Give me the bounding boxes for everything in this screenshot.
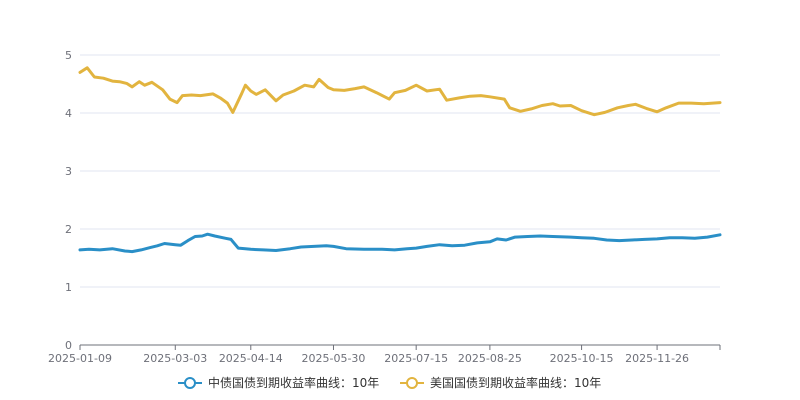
y-tick-label: 3 bbox=[65, 165, 72, 178]
legend: 中债国债到期收益率曲线：10年 美国国债到期收益率曲线：10年 bbox=[178, 375, 601, 390]
series-line-1 bbox=[78, 232, 722, 254]
grid-lines bbox=[80, 54, 720, 288]
x-tick-label: 2025-04-14 bbox=[219, 352, 283, 365]
legend-label-2[interactable]: 美国国债到期收益率曲线：10年 bbox=[430, 375, 601, 390]
x-tick-label: 2025-07-15 bbox=[384, 352, 448, 365]
y-tick-label: 1 bbox=[65, 281, 72, 294]
y-tick-label: 4 bbox=[65, 107, 72, 120]
x-tick-label: 2025-10-15 bbox=[550, 352, 614, 365]
legend-marker-1[interactable] bbox=[184, 377, 196, 389]
x-tick-label: 2025-01-09 bbox=[48, 352, 112, 365]
x-tick-label: 2025-08-25 bbox=[458, 352, 522, 365]
y-axis: 0 1 2 3 4 5 bbox=[65, 49, 72, 352]
series-line-2 bbox=[78, 66, 722, 117]
x-tick-label: 2025-03-03 bbox=[143, 352, 207, 365]
x-tick-label: 2025-05-30 bbox=[302, 352, 366, 365]
y-tick-label: 5 bbox=[65, 49, 72, 62]
y-tick-label: 0 bbox=[65, 339, 72, 352]
x-tick-label: 2025-11-26 bbox=[625, 352, 689, 365]
legend-marker-2[interactable] bbox=[406, 377, 418, 389]
legend-label-1[interactable]: 中债国债到期收益率曲线：10年 bbox=[208, 375, 379, 390]
x-axis: 2025-01-09 2025-03-03 2025-04-14 2025-05-30… bbox=[48, 344, 721, 365]
series-lines bbox=[78, 66, 722, 254]
y-tick-label: 2 bbox=[65, 223, 72, 236]
